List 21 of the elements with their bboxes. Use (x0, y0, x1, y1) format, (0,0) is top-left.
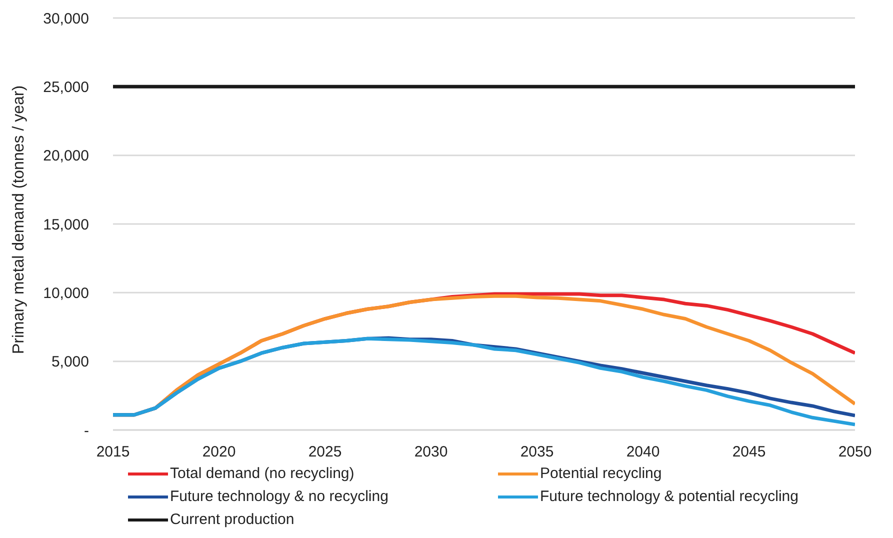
y-tick-label: 5,000 (51, 354, 89, 371)
legend-label: Current production (170, 511, 294, 528)
y-axis-title: Primary metal demand (tonnes / year) (10, 85, 28, 354)
x-tick-label: 2025 (308, 444, 342, 461)
legend-label: Future technology & potential recycling (540, 488, 798, 505)
y-tick-label: 25,000 (43, 78, 89, 96)
x-tick-label: 2035 (520, 444, 554, 461)
x-tick-label: 2015 (96, 444, 130, 461)
y-tick-label: 10,000 (43, 284, 89, 302)
x-tick-label: 2050 (838, 444, 872, 461)
x-tick-label: 2040 (626, 444, 660, 461)
x-tick-label: 2045 (732, 444, 766, 461)
y-tick-label: - (84, 422, 89, 440)
legend-label: Total demand (no recycling) (170, 465, 354, 482)
legend-label: Potential recycling (540, 465, 662, 482)
x-tick-label: 2020 (202, 444, 236, 461)
legend-label: Future technology & no recycling (170, 488, 388, 505)
x-tick-label: 2030 (414, 444, 448, 461)
y-tick-label: 30,000 (43, 10, 89, 28)
y-tick-label: 20,000 (43, 148, 89, 165)
y-tick-label: 15,000 (43, 216, 89, 234)
